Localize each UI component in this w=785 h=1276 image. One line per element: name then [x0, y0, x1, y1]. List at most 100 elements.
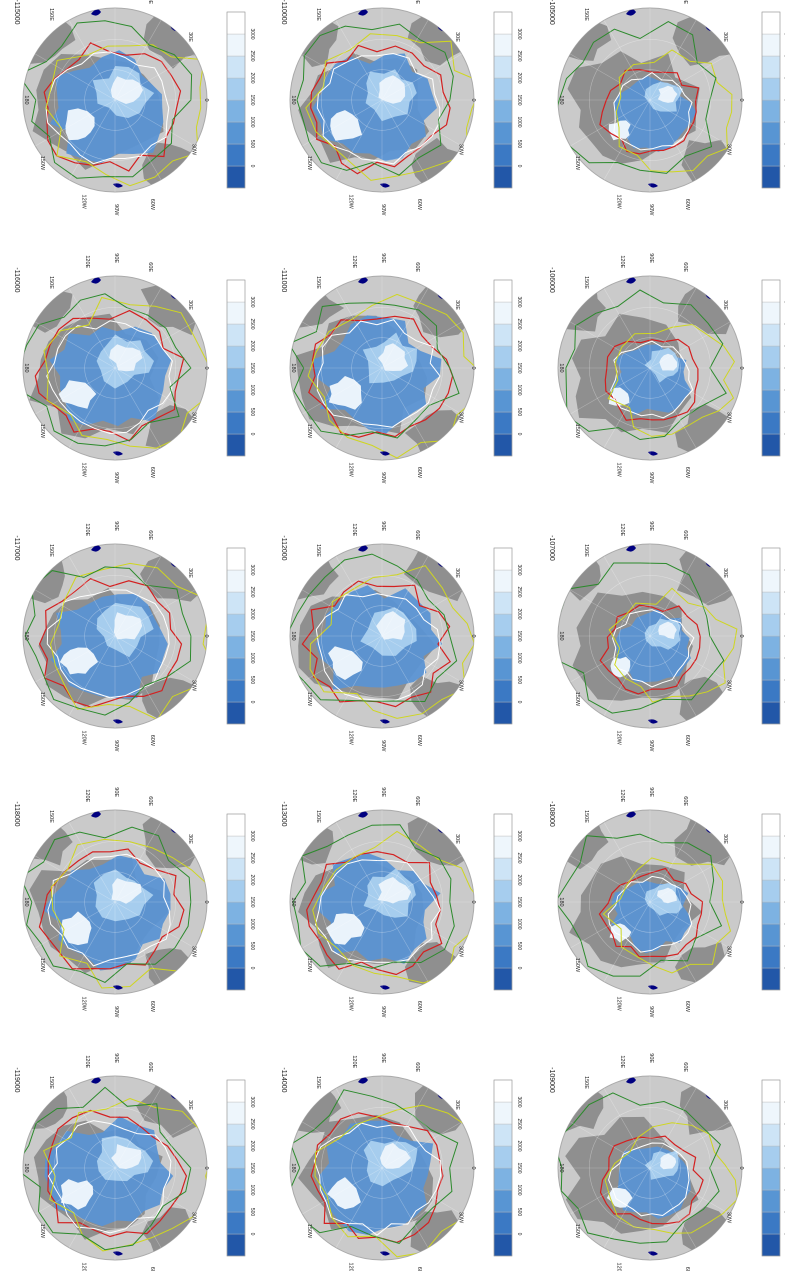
lab-30w: 30W	[457, 680, 463, 692]
graticule	[68, 288, 116, 369]
colorbar-swatch	[761, 569, 781, 593]
lab-120e: 120E	[351, 789, 357, 802]
colorbar-swatch	[226, 389, 246, 413]
isotherm-contour	[290, 553, 458, 703]
colorbar-tick-label: 2000	[516, 608, 522, 619]
lab-120e: 120E	[619, 1055, 625, 1068]
lab-30e: 30E	[722, 568, 728, 578]
lab-150e: 150E	[48, 8, 54, 21]
ice-summit	[330, 110, 363, 141]
colorbar-swatch	[761, 411, 781, 435]
isotherm-contour	[558, 562, 725, 714]
colorbar-tick-label: 1000	[516, 116, 522, 127]
colorbar	[761, 1079, 785, 1257]
lab-150w: 150W	[306, 424, 312, 439]
lab-30w: 30W	[457, 412, 463, 424]
land-mass	[679, 1076, 740, 1135]
colorbar-swatch	[493, 77, 513, 101]
lab-150w: 150W	[306, 958, 312, 973]
lab-120e: 120E	[619, 789, 625, 802]
colorbar-tick-label: 500	[516, 676, 522, 685]
lab-0: 0	[470, 900, 476, 903]
lab-30w: 30W	[190, 412, 196, 424]
ice-summit	[658, 621, 677, 640]
colorbar-tick-label: 1500	[249, 1162, 255, 1173]
graticule	[381, 367, 462, 415]
lab-180: 180	[290, 1163, 296, 1172]
colorbar-swatch	[226, 701, 246, 725]
graticule	[649, 556, 697, 637]
sea-ice-fragment	[358, 545, 368, 552]
graticule	[320, 1106, 444, 1230]
graticule	[649, 367, 730, 415]
graticule	[35, 53, 116, 101]
lab-30w: 30W	[725, 1212, 731, 1224]
colorbar-swatch	[493, 635, 513, 659]
land-mass	[290, 813, 334, 865]
graticule	[588, 38, 712, 162]
colorbar-swatch	[226, 879, 246, 903]
isotherm-contour	[602, 857, 732, 974]
colorbar-swatch	[493, 279, 513, 303]
graticule	[619, 337, 681, 399]
colorbar-swatch	[761, 55, 781, 79]
isotherm-contour	[46, 320, 173, 435]
colorbar-tick-label: 2000	[516, 1140, 522, 1151]
colorbar-swatch	[761, 77, 781, 101]
colorbar-swatch	[226, 143, 246, 167]
colorbar-tick-label: 1500	[249, 94, 255, 105]
graticule	[53, 840, 177, 964]
sea-ice-fragment	[626, 545, 636, 552]
panel-title: -117000	[13, 535, 20, 560]
isotherm-contour	[43, 42, 182, 172]
lab-0: 0	[203, 900, 209, 903]
colorbar-swatch	[226, 835, 246, 859]
graticule	[84, 1137, 146, 1199]
lab-60e: 60E	[147, 0, 153, 4]
colorbar-tick-label: 3000	[516, 830, 522, 841]
map-panel: 120E90E60E150E30E1800150W30W120W90W60W-1…	[280, 1053, 522, 1276]
lab-90w: 90W	[648, 204, 654, 216]
colorbar-tick-label: 1500	[516, 362, 522, 373]
graticule	[68, 635, 116, 716]
colorbar-tick-label: 1500	[516, 630, 522, 641]
colorbar-swatch	[226, 165, 246, 189]
colorbar	[761, 813, 785, 991]
graticule	[114, 367, 162, 448]
colorbar-swatch	[493, 143, 513, 167]
ice-summit	[65, 108, 95, 141]
colorbar-swatch	[761, 923, 781, 947]
ice-summit	[660, 1153, 677, 1170]
colorbar-swatch	[493, 301, 513, 325]
graticule	[603, 556, 651, 637]
colorbar-tick-label: 2500	[249, 852, 255, 863]
lab-120w: 120W	[348, 463, 354, 478]
colorbar-swatch	[493, 1101, 513, 1125]
map-panel: 120E90E60E150E30E1800150W30W120W90W60W-1…	[280, 0, 522, 216]
graticule	[68, 822, 116, 903]
lab-30w: 30W	[190, 946, 196, 958]
colorbar-swatch	[493, 967, 513, 991]
colorbar-tick-label: 1000	[249, 918, 255, 929]
graticule	[649, 822, 697, 903]
lab-30e: 30E	[722, 300, 728, 310]
lab-150e: 150E	[315, 1076, 321, 1089]
isotherm-contour	[310, 44, 451, 175]
colorbar-tick-label: 2500	[249, 318, 255, 329]
lab-60e: 60E	[682, 1062, 688, 1072]
graticule	[588, 574, 712, 698]
graticule	[35, 99, 116, 147]
isotherm-contour	[608, 587, 738, 703]
lab-0: 0	[738, 1166, 744, 1169]
lab-30e: 30E	[187, 32, 193, 42]
ice-summit	[325, 913, 365, 945]
colorbar-tick-label: 1000	[516, 1184, 522, 1195]
colorbar: 0 500 1000 1500 2000 2500 3000	[226, 813, 255, 991]
lab-60w: 60W	[684, 1267, 690, 1271]
colorbar-swatch	[761, 635, 781, 659]
lab-150w: 150W	[39, 692, 45, 707]
graticule	[302, 589, 383, 637]
